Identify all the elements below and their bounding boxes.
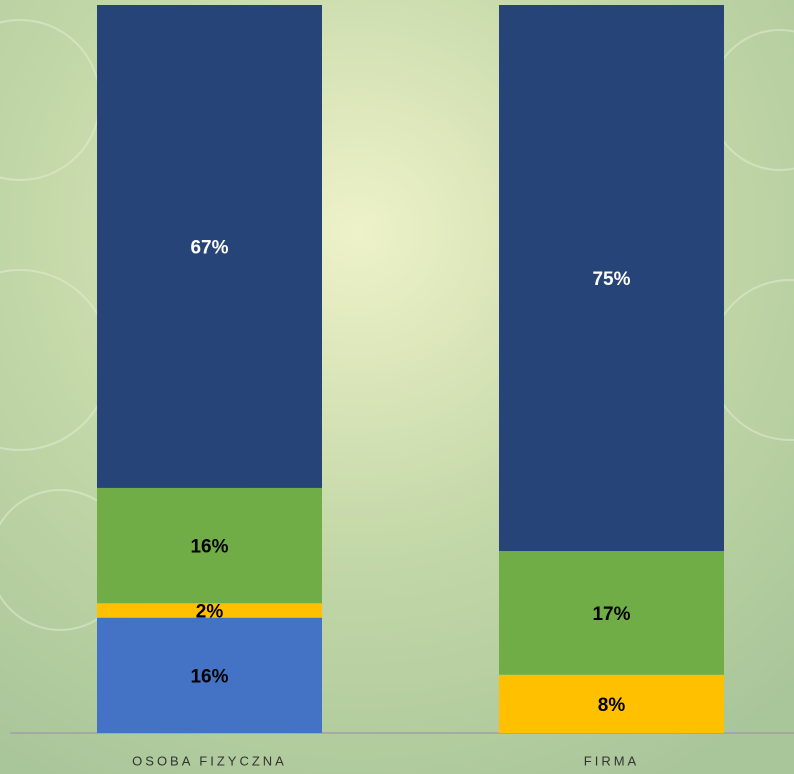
data-label: 2% [196, 601, 224, 622]
data-label: 17% [592, 604, 630, 625]
x-tick-label: FIRMA [584, 753, 639, 768]
data-label: 16% [190, 666, 228, 687]
data-label: 8% [598, 695, 626, 716]
bar-segment [97, 5, 322, 488]
data-label: 75% [592, 269, 630, 290]
data-label: 67% [190, 237, 228, 258]
bar-segment [499, 551, 724, 675]
x-tick-label: OSOBA FIZYCZNA [132, 753, 287, 768]
bar-segment [97, 603, 322, 618]
bar-segment [499, 5, 724, 551]
data-label: 16% [190, 537, 228, 558]
bar-segment [499, 674, 724, 733]
bar-segment [97, 617, 322, 733]
bar-segment [97, 487, 322, 604]
